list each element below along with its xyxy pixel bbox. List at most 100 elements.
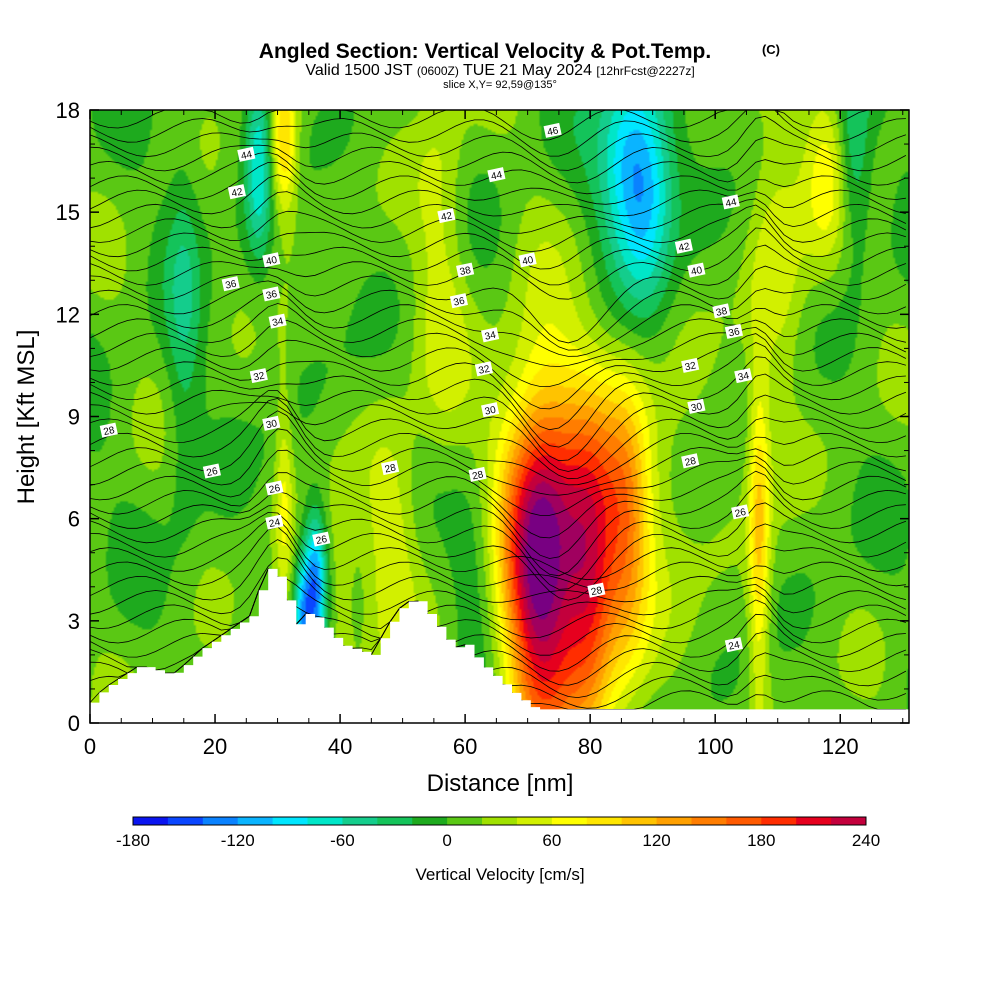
isentrope-line <box>89 526 906 591</box>
chart-title: Angled Section: Vertical Velocity & Pot.… <box>259 40 711 63</box>
contour-label-bg <box>468 466 487 482</box>
contour-label: 36 <box>724 323 743 339</box>
vertical-velocity-field <box>90 110 909 723</box>
contour-label: 26 <box>731 504 750 520</box>
contour-label-text: 40 <box>690 265 704 278</box>
colorbar-swatch <box>412 817 448 825</box>
contour-label: 30 <box>481 402 500 418</box>
plot-area: 44 42 46 44 44 42 42 40 40 40 38 38 36 36 36 36 34 34 34 32… <box>89 109 910 724</box>
isentrope-line <box>89 136 907 184</box>
contour-label: 32 <box>474 361 493 377</box>
colorbar-swatch <box>656 817 692 825</box>
y-tick-label: 6 <box>68 507 80 532</box>
contour-label-text: 40 <box>521 255 535 268</box>
contour-label: 32 <box>681 357 700 373</box>
contour-labels: 44 42 46 44 44 42 42 40 40 40 38 38 36 36 36 36 34 34 34 32… <box>99 122 753 653</box>
subtitle-date: TUE 21 May 2024 <box>463 62 592 79</box>
contour-label-text: 26 <box>206 466 220 479</box>
colorbar-swatch <box>377 817 413 825</box>
contour-label-bg <box>681 453 700 469</box>
contour-label-text: 38 <box>459 265 473 278</box>
colorbar-swatch <box>516 817 553 825</box>
contour-label-text: 30 <box>690 401 704 414</box>
contour-label-text: 34 <box>271 316 285 329</box>
contour-label-text: 36 <box>728 326 742 339</box>
contour-label: 30 <box>262 415 281 431</box>
contour-label-text: 44 <box>725 197 739 210</box>
isentrope-line <box>89 568 907 639</box>
isentrope-line <box>89 390 907 480</box>
x-tick-label: 80 <box>578 734 602 759</box>
isentrope-line <box>89 502 907 590</box>
contour-label: 42 <box>437 208 456 224</box>
isentrope-line <box>89 342 907 431</box>
isentrope-line <box>89 333 907 410</box>
contour-label: 38 <box>456 262 475 278</box>
contour-label-text: 42 <box>678 241 692 254</box>
contour-label-text: 28 <box>384 462 398 475</box>
colorbar-swatch <box>586 817 623 825</box>
colorbar-frame <box>132 816 867 826</box>
contour-label-text: 34 <box>737 370 751 383</box>
contour-label: 40 <box>518 252 537 268</box>
colorbar-swatch <box>482 817 518 825</box>
isentrope-line <box>89 410 906 496</box>
contour-label-text: 44 <box>240 149 254 162</box>
contour-label-bg <box>587 582 606 598</box>
isentrope-line <box>89 485 906 577</box>
isentrope-line <box>89 265 907 344</box>
isentrope-line <box>89 319 907 387</box>
contour-label-text: 28 <box>471 469 485 482</box>
x-tick-label: 40 <box>328 734 352 759</box>
contour-label-text: 32 <box>478 364 492 377</box>
contour-label: 44 <box>487 167 506 183</box>
isentrope-line <box>89 213 907 270</box>
isentrope-line <box>89 227 906 286</box>
isentrope-line <box>89 539 906 603</box>
slice-label: slice X,Y= 92,59@135° <box>443 79 557 91</box>
y-tick-label: 18 <box>56 98 80 123</box>
contour-label-text: 32 <box>253 370 267 383</box>
contour-label-bg <box>227 184 246 200</box>
contour-label-text: 46 <box>546 125 560 138</box>
contour-label-bg <box>674 238 693 254</box>
isentrope-line <box>89 161 906 205</box>
colorbar-tick-label: 0 <box>442 831 451 850</box>
contour-label: 24 <box>265 514 284 530</box>
contour-label: 44 <box>721 194 740 210</box>
contour-label-text: 30 <box>265 418 279 431</box>
colorbar-label: Vertical Velocity [cm/s] <box>415 865 584 884</box>
contour-label: 46 <box>543 122 562 138</box>
contour-label-bg <box>265 514 284 530</box>
contour-label-text: 36 <box>453 296 467 309</box>
contour-label-text: 42 <box>231 187 245 200</box>
colorbar-swatch <box>237 817 274 825</box>
x-tick-label: 20 <box>203 734 227 759</box>
isentrope-line <box>89 191 907 234</box>
contour-label: 28 <box>681 453 700 469</box>
colorbar-tick-label: -180 <box>116 831 150 850</box>
colorbar-swatch <box>447 817 483 825</box>
contour-label-bg <box>474 361 493 377</box>
colorbar-swatch <box>831 817 867 825</box>
contour-label-bg <box>262 252 281 268</box>
contour-label-bg <box>481 402 500 418</box>
colorbar-swatch <box>202 817 239 825</box>
contour-label: 36 <box>221 276 240 292</box>
x-tick-label: 60 <box>453 734 477 759</box>
y-axis-label: Height [Kft MSL] <box>13 330 40 505</box>
terrain-mask <box>90 568 909 723</box>
contour-label: 28 <box>468 466 487 482</box>
contour-label-bg <box>518 252 537 268</box>
contour-label-bg <box>681 357 700 373</box>
colorbar-swatch <box>621 817 657 825</box>
colorbar-tick-label: 180 <box>747 831 775 850</box>
isentrope-line <box>89 373 907 462</box>
colorbar-tick-label: -120 <box>221 831 255 850</box>
contour-label: 30 <box>687 398 706 414</box>
contour-label-bg <box>543 122 562 138</box>
contour-label-text: 28 <box>103 425 117 438</box>
contour-label-bg <box>262 415 281 431</box>
contour-label: 34 <box>268 313 287 329</box>
contour-label-bg <box>249 368 268 384</box>
